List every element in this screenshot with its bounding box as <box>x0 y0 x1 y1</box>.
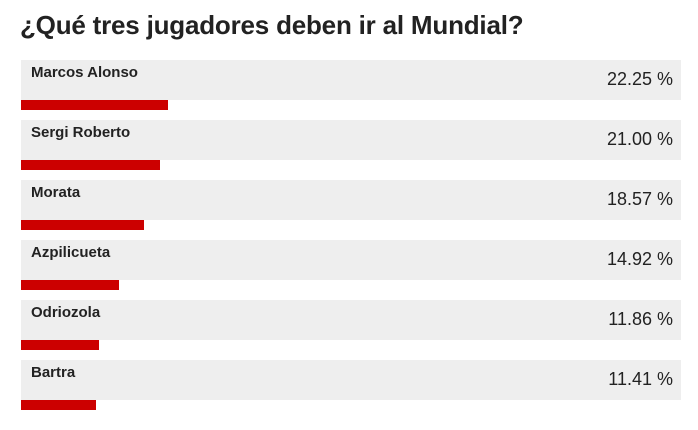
row-background <box>21 240 681 280</box>
vote-bar <box>21 280 119 290</box>
row-background <box>21 60 681 100</box>
poll-row: Marcos Alonso 22.25 % <box>21 60 681 120</box>
poll-results-list: Marcos Alonso 22.25 % Sergi Roberto 21.00 %… <box>21 60 681 420</box>
vote-bar <box>21 220 144 230</box>
poll-row: Azpilicueta 14.92 % <box>21 240 681 300</box>
player-name-label: Bartra <box>31 364 76 381</box>
row-background <box>21 180 681 220</box>
percentage-label: 14.92 % <box>606 249 673 269</box>
player-name-label: Morata <box>31 184 81 201</box>
vote-bar <box>21 100 168 110</box>
row-background <box>21 120 681 160</box>
player-name-label: Sergi Roberto <box>31 124 131 141</box>
poll-row: Sergi Roberto 21.00 % <box>21 120 681 180</box>
player-name-label: Marcos Alonso <box>31 64 138 81</box>
poll-row: Odriozola 11.86 % <box>21 300 681 360</box>
percentage-label: 11.41 % <box>608 369 673 389</box>
percentage-label: 18.57 % <box>606 189 673 209</box>
percentage-label: 22.25 % <box>606 69 673 89</box>
row-background <box>21 360 681 400</box>
poll-row: Bartra 11.41 % <box>21 360 681 420</box>
percentage-label: 21.00 % <box>606 129 673 149</box>
vote-bar <box>21 340 99 350</box>
vote-bar <box>21 400 96 410</box>
player-name-label: Odriozola <box>31 304 101 321</box>
poll-row: Morata 18.57 % <box>21 180 681 240</box>
player-name-label: Azpilicueta <box>31 244 111 261</box>
poll-title: ¿Qué tres jugadores deben ir al Mundial? <box>20 10 524 40</box>
vote-bar <box>21 160 160 170</box>
row-background <box>21 300 681 340</box>
percentage-label: 11.86 % <box>608 309 673 329</box>
